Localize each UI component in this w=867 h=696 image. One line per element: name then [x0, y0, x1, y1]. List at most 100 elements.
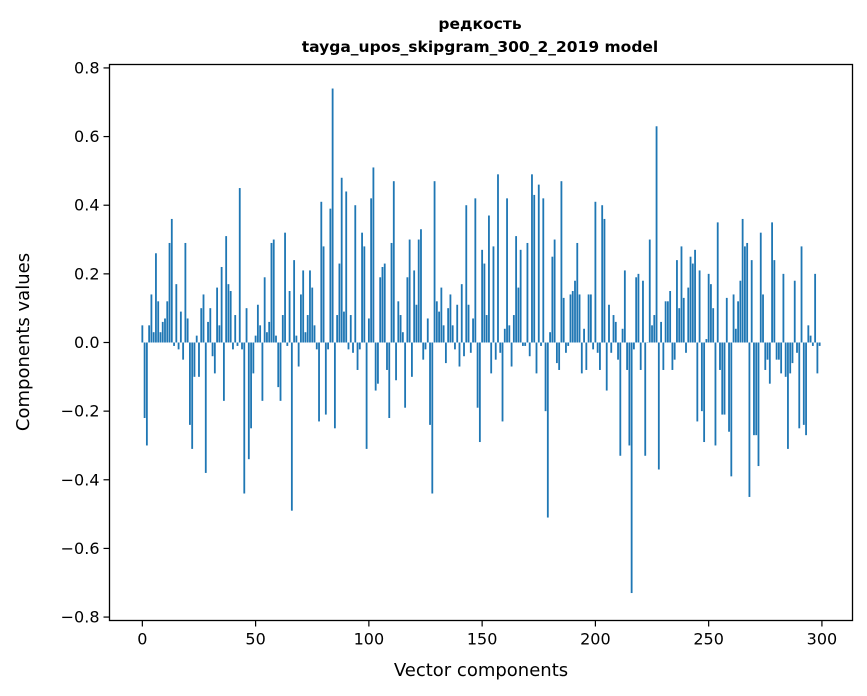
- bar: [798, 342, 801, 429]
- bar: [433, 181, 436, 343]
- bar: [555, 342, 558, 364]
- bar: [567, 342, 570, 346]
- bar: [229, 291, 232, 343]
- bar: [465, 205, 468, 343]
- bar: [734, 328, 737, 343]
- bar: [522, 342, 524, 346]
- bar: [712, 308, 715, 343]
- x-tick-label: 300: [807, 630, 838, 649]
- bar: [460, 284, 463, 343]
- bar: [528, 342, 531, 357]
- bar: [338, 263, 341, 343]
- bar: [494, 342, 497, 360]
- bar: [533, 194, 536, 343]
- bar: [780, 342, 783, 374]
- bar: [553, 239, 556, 343]
- x-tick-label: 200: [580, 630, 611, 649]
- bar: [560, 181, 563, 343]
- bar: [519, 249, 522, 343]
- bar: [313, 325, 316, 343]
- bar: [200, 308, 203, 343]
- bar: [431, 342, 434, 494]
- bar: [583, 328, 585, 343]
- bar: [503, 328, 506, 343]
- bar: [596, 342, 599, 353]
- bar: [309, 270, 311, 343]
- bar: [383, 263, 386, 343]
- y-tick-label: −0.4: [61, 470, 100, 489]
- bar: [678, 308, 681, 343]
- bar: [816, 342, 819, 374]
- bar: [621, 328, 624, 343]
- bar: [492, 246, 495, 343]
- bar: [632, 342, 635, 350]
- bar: [818, 342, 821, 346]
- bar: [599, 342, 601, 370]
- bar: [635, 277, 638, 343]
- y-tick-label: −0.2: [61, 402, 100, 421]
- bar: [673, 342, 676, 360]
- bar: [753, 342, 755, 436]
- bar: [281, 315, 284, 343]
- y-tick-label: 0.6: [74, 127, 99, 146]
- bar: [648, 239, 651, 343]
- bar: [266, 332, 268, 343]
- bar: [485, 315, 488, 343]
- bar: [725, 297, 728, 343]
- bar: [343, 311, 345, 343]
- bar: [372, 167, 375, 343]
- bar: [698, 270, 701, 343]
- bar: [558, 342, 561, 370]
- bar: [184, 242, 187, 343]
- bar: [302, 270, 305, 343]
- bar: [417, 239, 420, 343]
- bar: [290, 342, 293, 511]
- bar: [159, 332, 162, 343]
- bar: [603, 218, 606, 343]
- bar: [710, 284, 712, 343]
- bar: [587, 294, 590, 343]
- bar: [363, 246, 366, 343]
- bar: [336, 315, 339, 343]
- bar: [682, 297, 685, 343]
- bar: [213, 342, 216, 374]
- bar: [186, 318, 189, 343]
- bar: [345, 191, 348, 343]
- bar: [148, 325, 151, 343]
- bar: [612, 315, 615, 343]
- plot-area-frame: [108, 63, 854, 622]
- bar: [204, 342, 207, 473]
- bar: [193, 342, 196, 377]
- bar: [395, 342, 397, 381]
- bar: [318, 342, 320, 422]
- bar: [304, 332, 307, 343]
- bar: [768, 342, 771, 384]
- bar: [293, 260, 296, 343]
- bar: [759, 232, 762, 343]
- bar: [488, 215, 490, 343]
- bar: [277, 342, 280, 388]
- bar: [787, 342, 789, 449]
- bar: [388, 342, 391, 419]
- bar: [300, 294, 302, 343]
- bar: [390, 242, 393, 343]
- bar: [238, 188, 241, 343]
- bar: [331, 88, 334, 343]
- bar: [247, 342, 250, 460]
- bar: [306, 315, 309, 343]
- bar: [311, 287, 314, 343]
- bar: [705, 339, 708, 343]
- bar: [544, 342, 547, 412]
- y-tick-label: 0.8: [74, 58, 99, 77]
- bar: [775, 342, 778, 360]
- bar: [483, 263, 486, 343]
- bar: [447, 308, 450, 343]
- bar: [227, 284, 230, 343]
- bar: [232, 342, 234, 350]
- bar: [352, 342, 354, 353]
- bar: [764, 342, 767, 370]
- bar: [429, 342, 431, 425]
- bar: [420, 229, 422, 343]
- bar: [501, 342, 504, 422]
- bar: [746, 242, 749, 343]
